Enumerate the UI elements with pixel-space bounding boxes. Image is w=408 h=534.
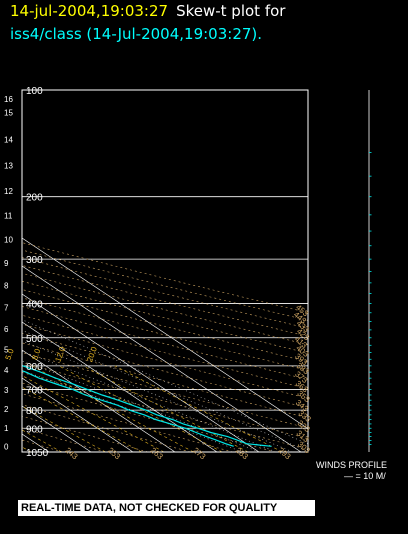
dry-adiabat-line	[22, 306, 308, 380]
dry-adiabat-line	[22, 427, 106, 452]
sounding-date: 14-jul-2004,19:03:27	[10, 2, 169, 20]
temperature-line	[22, 364, 272, 447]
dry-adiabat-line	[22, 352, 308, 429]
dewpoint-line	[22, 370, 234, 447]
dry-adiabat-line	[22, 333, 308, 409]
pressure-tick-label: 900	[26, 424, 43, 435]
winds-scale: — = 10 M/	[344, 471, 386, 481]
pressure-tick-label: 200	[26, 193, 43, 204]
dry-adiabat-line	[22, 242, 308, 313]
plot-subtitle: iss4/class (14-Jul-2004,19:03:27).	[10, 25, 263, 43]
dry-adiabat-label: 293	[276, 446, 292, 462]
sounding-series	[22, 364, 272, 447]
height-tick-label: 12	[4, 187, 13, 196]
dry-adiabat-line	[22, 297, 308, 371]
dry-adiabat-line	[22, 265, 308, 337]
height-tick-label: 2	[4, 405, 9, 414]
dry-adiabat-line	[22, 289, 308, 363]
height-tick-label: 6	[4, 325, 9, 334]
mixing-ratio-line	[22, 429, 62, 452]
isotherm-line	[22, 349, 176, 452]
isotherm-line	[22, 265, 302, 452]
dry-adiabat-line	[22, 323, 308, 399]
mixing-ratio-line	[31, 365, 194, 452]
isotherm-line	[22, 377, 134, 452]
height-tick-label: 13	[4, 162, 13, 171]
dry-adiabat-label: 283	[234, 446, 250, 462]
height-tick-label: 16	[4, 95, 13, 104]
mixing-ratio-line	[82, 365, 249, 452]
winds-title: WINDS PROFILE	[316, 460, 388, 470]
dry-adiabat-line	[22, 372, 308, 450]
mixing-ratio-label: 8.0	[30, 347, 42, 361]
dry-adiabat-line	[22, 272, 308, 345]
isotherm-line	[22, 321, 218, 452]
height-tick-label: 11	[4, 212, 13, 221]
pressure-tick-label: 800	[26, 406, 43, 417]
background-grid	[22, 90, 308, 452]
dry-adiabat-label: 263	[149, 446, 165, 462]
pressure-tick-label: 400	[26, 299, 43, 310]
height-tick-label: 8	[4, 281, 9, 290]
isotherm-line	[22, 405, 92, 452]
dry-adiabat-line	[22, 249, 308, 321]
mixing-ratio-line	[22, 375, 165, 452]
mixing-ratio-label: 5.0	[4, 347, 16, 361]
dry-adiabat-line	[22, 257, 308, 329]
pressure-tick-label: 300	[26, 255, 43, 266]
pressure-tick-label: 600	[26, 362, 43, 373]
height-tick-label: 9	[4, 259, 9, 268]
pressure-tick-label: 700	[26, 386, 43, 397]
dry-adiabat-line	[22, 393, 234, 452]
moist-adiabat-line	[22, 319, 308, 445]
isotherm-line	[22, 293, 260, 452]
plot-frame	[21, 89, 309, 453]
pressure-tick-label: 500	[26, 334, 43, 345]
height-tick-label: 7	[4, 303, 9, 312]
winds-profile-label: WINDS PROFILE — = 10 M/	[316, 460, 387, 482]
height-tick-label: 15	[4, 108, 13, 117]
height-tick-label: 5	[4, 346, 9, 355]
header-line-1: 14-jul-2004,19:03:27 Skew-t plot for	[10, 2, 285, 20]
mixing-ratio-label: 12.0	[53, 345, 67, 363]
dry-adiabat-line	[22, 314, 308, 390]
dry-adiabat-line	[22, 342, 308, 419]
height-tick-label: 0	[4, 443, 9, 452]
pressure-tick-label: 1050	[26, 448, 49, 459]
mixing-ratio-line	[22, 386, 142, 452]
moist-adiabat-line	[22, 350, 276, 452]
height-tick-label: 3	[4, 386, 9, 395]
winds-profile	[368, 90, 372, 452]
dry-adiabat-line	[22, 280, 308, 354]
height-tick-label: 1	[4, 424, 9, 433]
axis-labels: 1002003004005006007008009001050161514131…	[4, 86, 314, 462]
plot-title: Skew-t plot for	[176, 2, 286, 20]
moist-adiabat-line	[22, 330, 308, 452]
dry-adiabat-line	[22, 362, 308, 439]
height-tick-label: 10	[4, 236, 13, 245]
dry-adiabat-label: 253	[106, 446, 122, 462]
mixing-ratio-line	[22, 405, 106, 452]
dry-adiabat-label: 243	[63, 446, 79, 462]
moist-adiabat-line	[22, 340, 293, 452]
pressure-tick-label: 100	[26, 86, 43, 97]
isotherm-line	[22, 237, 308, 430]
height-tick-label: 4	[4, 366, 9, 375]
dry-adiabat-label: 273	[191, 446, 207, 462]
height-tick-label: 14	[4, 135, 13, 144]
mixing-ratio-line	[58, 365, 223, 452]
quality-banner: REAL-TIME DATA, NOT CHECKED FOR QUALITY	[18, 500, 315, 516]
